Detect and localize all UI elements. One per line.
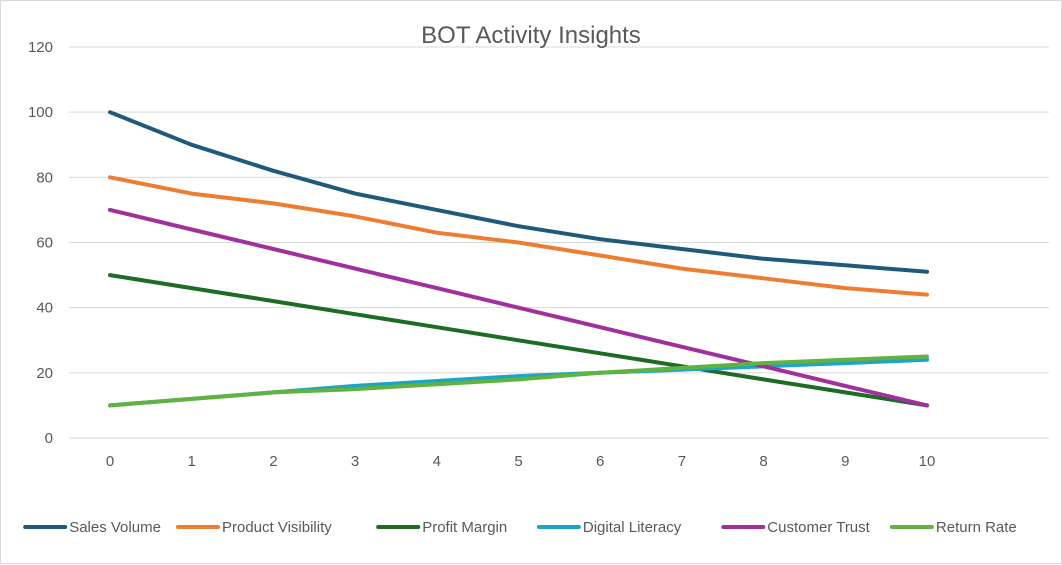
y-tick-label: 120	[28, 39, 53, 56]
axis-labels: 0 20 40 60 80 100 120 0 1 2 3 4 5 6 7 8 9 10	[28, 39, 935, 470]
x-tick-label: 2	[269, 453, 277, 470]
x-tick-label: 10	[919, 453, 936, 470]
y-tick-label: 40	[36, 300, 53, 317]
y-tick-label: 0	[45, 430, 53, 447]
series-line-return-rate	[108, 354, 929, 408]
legend-label: Sales Volume	[69, 519, 161, 536]
legend-label: Return Rate	[936, 519, 1017, 536]
chart-title: BOT Activity Insights	[421, 22, 641, 49]
x-tick-label: 6	[596, 453, 604, 470]
x-tick-label: 5	[514, 453, 522, 470]
series-lines	[108, 110, 929, 408]
legend-label: Digital Literacy	[583, 519, 682, 536]
legend-item-product-visibility: Product Visibility	[176, 519, 332, 536]
legend-item-sales-volume: Sales Volume	[23, 519, 161, 536]
y-tick-label: 20	[36, 365, 53, 382]
legend-item-digital-literacy: Digital Literacy	[536, 519, 682, 536]
x-tick-label: 3	[351, 453, 359, 470]
y-tick-label: 80	[36, 169, 53, 186]
series-line-customer-trust	[108, 207, 929, 408]
series-line-sales-volume	[108, 110, 929, 274]
legend: Sales Volume Product Visibility Profit Mar…	[23, 519, 1017, 536]
x-tick-label: 0	[106, 453, 114, 470]
legend-label: Product Visibility	[222, 519, 332, 536]
legend-item-profit-margin: Profit Margin	[376, 519, 507, 536]
grid-lines	[69, 46, 1049, 439]
x-tick-label: 7	[678, 453, 686, 470]
series-line-product-visibility	[108, 175, 929, 297]
series-line-digital-literacy	[108, 357, 929, 408]
x-tick-label: 4	[433, 453, 441, 470]
y-tick-label: 60	[36, 235, 53, 252]
legend-label: Customer Trust	[767, 519, 870, 536]
y-tick-label: 100	[28, 104, 53, 121]
legend-item-return-rate: Return Rate	[889, 519, 1017, 536]
series-line-profit-margin	[108, 273, 929, 408]
x-tick-label: 9	[841, 453, 849, 470]
x-tick-label: 1	[188, 453, 196, 470]
legend-item-customer-trust: Customer Trust	[721, 519, 871, 536]
legend-label: Profit Margin	[422, 519, 507, 536]
x-tick-label: 8	[759, 453, 767, 470]
